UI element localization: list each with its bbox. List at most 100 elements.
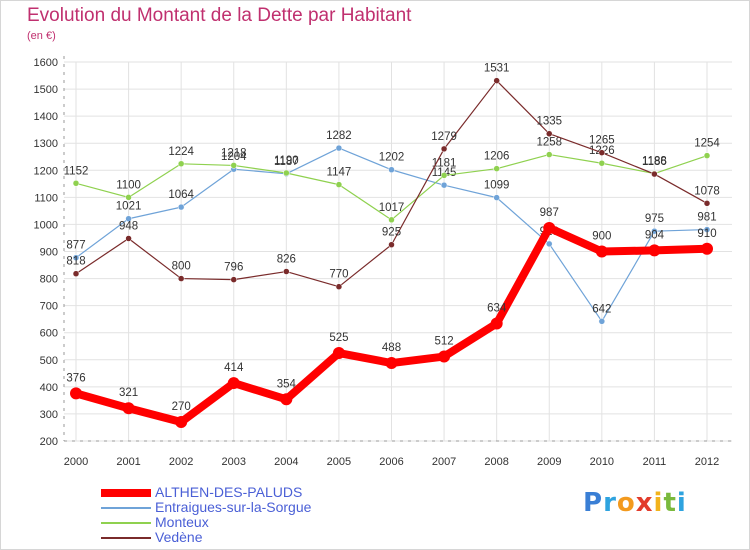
data-label: 1206 xyxy=(484,151,510,163)
y-tick-label: 500 xyxy=(40,355,58,367)
data-point xyxy=(72,180,80,187)
data-label: 1224 xyxy=(168,146,194,158)
data-label: 1017 xyxy=(379,202,405,214)
y-tick-label: 300 xyxy=(40,409,58,421)
proxiti-logo: Proxiti xyxy=(583,488,687,518)
data-point xyxy=(335,283,343,290)
legend-item: Vedène xyxy=(101,529,381,545)
data-point xyxy=(490,317,503,330)
data-label: 1181 xyxy=(432,157,457,169)
data-label: 1021 xyxy=(116,201,142,213)
data-point xyxy=(388,241,395,248)
data-point xyxy=(648,244,661,257)
series-0: 376 321 270 414 354 525 488 512 634 987 900 904 910 xyxy=(66,207,717,429)
data-point xyxy=(598,149,606,156)
data-label: 414 xyxy=(224,362,244,374)
data-label: 770 xyxy=(329,269,348,281)
data-label: 1258 xyxy=(536,137,562,149)
x-tick-label: 2006 xyxy=(379,456,403,468)
data-label: 1202 xyxy=(379,152,405,164)
legend: ALTHEN-DES-PALUDS Entraigues-sur-la-Sorgu… xyxy=(101,484,381,545)
logo-letter: t xyxy=(663,488,677,518)
data-point xyxy=(546,151,553,158)
data-label: 826 xyxy=(277,254,296,266)
x-tick-label: 2004 xyxy=(274,456,298,468)
data-label: 925 xyxy=(382,227,401,239)
data-label: 1188 xyxy=(642,156,667,168)
data-label: 818 xyxy=(66,256,85,268)
legend-label: Entraigues-sur-la-Sorgue xyxy=(155,499,312,515)
y-tick-label: 200 xyxy=(40,436,58,448)
data-label: 525 xyxy=(329,332,348,344)
legend-swatch xyxy=(101,489,151,497)
chart-title: Evolution du Montant de la Dette par Hab… xyxy=(27,5,412,26)
x-tick-label: 2000 xyxy=(64,456,88,468)
data-point xyxy=(651,227,658,235)
legend-swatch xyxy=(101,507,151,509)
data-point xyxy=(122,402,135,415)
legend-item: ALTHEN-DES-PALUDS xyxy=(101,484,381,500)
data-point xyxy=(543,221,556,234)
x-tick-label: 2002 xyxy=(169,456,193,468)
data-point xyxy=(493,194,500,201)
data-label: 642 xyxy=(592,303,611,315)
y-tick-label: 1600 xyxy=(34,57,58,69)
data-point xyxy=(440,145,448,153)
data-label: 1100 xyxy=(116,179,141,191)
y-tick-label: 1200 xyxy=(34,165,58,177)
legend-swatch xyxy=(101,537,151,539)
data-point xyxy=(125,215,132,222)
data-point xyxy=(388,166,395,173)
legend-label: ALTHEN-DES-PALUDS xyxy=(155,484,303,500)
data-point xyxy=(70,387,82,400)
data-point xyxy=(703,152,711,159)
data-label: 1204 xyxy=(221,151,247,163)
series-3: 818 948 800 796 826 770 925 1279 1531 1335 1265 118… xyxy=(66,63,720,290)
y-tick-label: 900 xyxy=(40,247,58,259)
data-label: 634 xyxy=(487,303,507,315)
data-point xyxy=(651,170,658,178)
data-point xyxy=(72,254,80,261)
x-tick-label: 2012 xyxy=(695,456,719,468)
data-point xyxy=(388,216,395,224)
data-label: 1187 xyxy=(274,156,299,168)
chart-subtitle: (en €) xyxy=(27,30,56,42)
data-label: 1335 xyxy=(536,116,562,128)
data-point xyxy=(385,357,398,370)
logo-letter: r xyxy=(603,488,617,518)
data-point xyxy=(177,203,185,211)
legend-label: Monteux xyxy=(155,514,209,530)
data-label: 376 xyxy=(66,372,85,384)
series-2: 1152 1100 1224 1218 1190 1147 1017 1181 1206 1258… xyxy=(64,137,720,224)
y-tick-label: 800 xyxy=(40,274,58,286)
x-tick-label: 2010 xyxy=(590,456,614,468)
data-label: 321 xyxy=(119,387,138,399)
data-point xyxy=(175,416,188,429)
data-point xyxy=(595,245,608,258)
data-label: 910 xyxy=(697,228,716,240)
y-tick-label: 1100 xyxy=(34,192,58,204)
data-label: 488 xyxy=(382,342,401,354)
data-point xyxy=(335,181,343,188)
data-label: 981 xyxy=(697,212,716,224)
data-point xyxy=(598,318,606,325)
data-point xyxy=(230,276,237,283)
y-tick-label: 1500 xyxy=(34,84,58,96)
data-label: 1279 xyxy=(431,131,457,143)
data-point xyxy=(598,159,606,167)
y-tick-label: 1300 xyxy=(34,138,58,150)
data-point xyxy=(230,162,237,169)
data-point xyxy=(440,172,448,179)
data-point xyxy=(440,181,448,189)
legend-item: Entraigues-sur-la-Sorgue xyxy=(101,499,381,515)
x-tick-label: 2008 xyxy=(484,456,508,468)
data-label: 975 xyxy=(645,213,664,225)
data-label: 1064 xyxy=(168,189,194,201)
data-label: 1099 xyxy=(484,180,510,192)
data-point xyxy=(125,194,132,201)
data-label: 987 xyxy=(540,207,559,219)
data-label: 1147 xyxy=(327,167,352,179)
logo-letter: x xyxy=(635,488,654,518)
x-tick-label: 2011 xyxy=(643,456,667,468)
